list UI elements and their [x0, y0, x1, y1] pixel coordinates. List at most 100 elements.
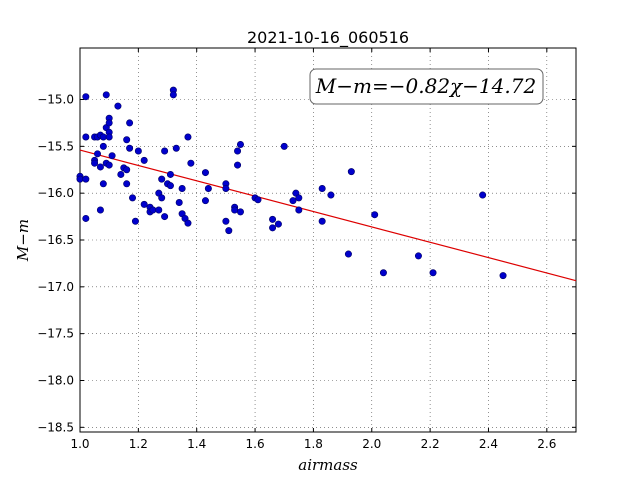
grid [79, 48, 576, 432]
data-point [129, 194, 137, 202]
data-point [161, 213, 169, 221]
data-point [105, 161, 113, 169]
data-point [166, 170, 174, 178]
data-point [149, 206, 157, 214]
data-point [234, 161, 242, 169]
data-point [169, 91, 177, 99]
data-point [222, 184, 230, 192]
data-points [76, 86, 507, 280]
data-point [126, 119, 134, 127]
fit-line [79, 149, 577, 282]
data-point [102, 91, 110, 99]
data-point [131, 217, 139, 225]
data-point [236, 208, 244, 216]
data-point [123, 166, 131, 174]
data-point [289, 197, 297, 205]
data-point [96, 206, 104, 214]
data-point [274, 220, 282, 228]
data-point [82, 93, 90, 101]
chart-title: 2021-10-16_060516 [247, 28, 409, 48]
data-point [236, 140, 244, 148]
data-point [479, 191, 487, 199]
data-point [429, 269, 437, 277]
y-axis-label: M−m [14, 219, 32, 262]
data-point [161, 147, 169, 155]
axis-ticks [79, 48, 576, 432]
data-point [201, 169, 209, 177]
data-point [222, 217, 230, 225]
data-point [99, 133, 107, 141]
data-point [166, 182, 174, 190]
data-point [269, 224, 277, 232]
x-tick-label: 2.4 [479, 437, 498, 451]
y-tick-label: −15.0 [37, 93, 74, 107]
annotation-box [309, 68, 544, 105]
data-point [123, 180, 131, 188]
data-point [82, 175, 90, 183]
data-point [99, 142, 107, 150]
data-point [114, 102, 122, 110]
data-point [175, 199, 183, 207]
data-point [318, 184, 326, 192]
data-point [158, 194, 166, 202]
x-tick-label: 1.0 [70, 437, 89, 451]
data-point [155, 206, 163, 214]
data-point [184, 133, 192, 141]
fit-line-group [79, 149, 577, 282]
data-point [204, 184, 212, 192]
data-point [184, 219, 192, 227]
x-tick-label: 1.2 [129, 437, 148, 451]
x-axis-label: airmass [298, 456, 358, 474]
data-point [91, 159, 99, 167]
data-point [99, 180, 107, 188]
equation-annotation: M−m=−0.82χ−14.72 [309, 68, 544, 105]
data-point [318, 217, 326, 225]
data-point [295, 206, 303, 214]
data-point [126, 144, 134, 152]
y-tick-label: −16.0 [37, 186, 74, 200]
y-tick-label: −17.5 [37, 327, 74, 341]
data-point [105, 119, 113, 127]
data-point [123, 136, 131, 144]
data-point [94, 150, 102, 158]
data-point [172, 144, 180, 152]
data-point [499, 272, 507, 280]
data-point [117, 170, 125, 178]
x-tick-label: 2.6 [537, 437, 556, 451]
data-point [158, 175, 166, 183]
x-tick-label: 2.0 [362, 437, 381, 451]
x-tick-label: 1.4 [187, 437, 206, 451]
data-point [82, 214, 90, 222]
data-point [96, 163, 104, 171]
data-point [187, 159, 195, 167]
data-point [344, 250, 352, 258]
x-tick-labels: 1.0 1.2 1.4 1.6 1.8 2.0 2.2 2.4 2.6 [70, 437, 556, 451]
y-tick-label: −16.5 [37, 233, 74, 247]
data-point [379, 269, 387, 277]
data-point [254, 196, 262, 204]
data-point [269, 215, 277, 223]
data-point [225, 227, 233, 235]
data-point [234, 147, 242, 155]
data-point [280, 142, 288, 150]
data-point [201, 197, 209, 205]
data-point [140, 156, 148, 164]
data-point [108, 152, 116, 160]
annotation-text: M−m=−0.82χ−14.72 [315, 74, 536, 98]
x-tick-label: 2.2 [421, 437, 440, 451]
y-tick-label: −18.5 [37, 420, 74, 434]
data-point [82, 133, 90, 141]
data-point [134, 147, 142, 155]
data-point [140, 200, 148, 208]
x-tick-label: 1.6 [246, 437, 265, 451]
y-tick-label: −15.5 [37, 139, 74, 153]
y-tick-labels: −15.0 −15.5 −16.0 −16.5 −17.0 −17.5 −18.0 −18.5 [37, 93, 74, 435]
data-point [231, 206, 239, 214]
data-point [178, 184, 186, 192]
data-point [295, 194, 303, 202]
data-point [105, 133, 113, 141]
data-point [76, 175, 84, 183]
x-tick-label: 1.8 [304, 437, 323, 451]
y-tick-label: −17.0 [37, 280, 74, 294]
